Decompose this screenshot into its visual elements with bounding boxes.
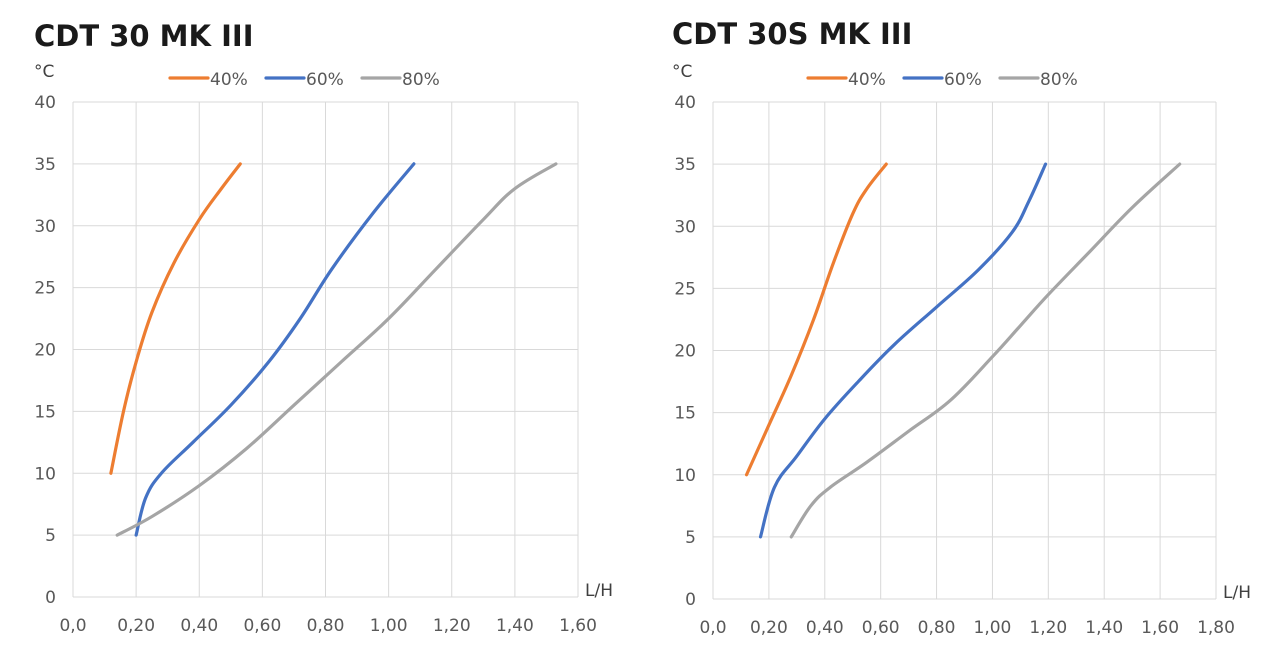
x-tick-label: 0,80 [307, 616, 345, 636]
chart-title: CDT 30 MK III [34, 19, 253, 53]
x-tick-label: 0,80 [918, 618, 956, 638]
x-tick-label: 1,40 [496, 616, 534, 636]
legend-label: 60% [944, 70, 982, 90]
x-tick-label: 1,00 [974, 618, 1012, 638]
y-tick-label: 0 [45, 588, 56, 608]
x-tick-label: 1,00 [370, 616, 408, 636]
x-tick-label: 0,0 [699, 618, 726, 638]
x-tick-label: 1,20 [1029, 618, 1067, 638]
y-axis-unit: °C [672, 62, 692, 82]
y-tick-label: 20 [674, 342, 696, 362]
series-line-60pct [758, 162, 1048, 539]
y-tick-label: 10 [674, 466, 696, 486]
series-line-60pct [134, 162, 416, 537]
legend-label: 40% [848, 70, 886, 90]
x-tick-label: 0,40 [180, 616, 218, 636]
x-tick-label: 0,60 [862, 618, 900, 638]
y-tick-label: 30 [674, 217, 696, 237]
y-tick-label: 20 [34, 341, 56, 361]
x-tick-label: 1,60 [1141, 618, 1179, 638]
x-tick-label: 0,0 [59, 616, 86, 636]
y-tick-label: 25 [34, 279, 56, 299]
y-tick-label: 15 [34, 402, 56, 422]
chart-2: CDT 30S MK III °C 0,0 0,20 0,40 0,60 0,80 1,00 1… [672, 17, 1251, 638]
series-line-40pct [744, 162, 888, 477]
x-axis-label: L/H [585, 581, 613, 601]
legend-label: 40% [210, 70, 248, 90]
y-tick-label: 0 [685, 590, 696, 610]
series-line-80pct [789, 162, 1182, 539]
x-tick-label: 1,40 [1085, 618, 1123, 638]
y-tick-label: 5 [685, 528, 696, 548]
legend-label: 80% [1040, 70, 1078, 90]
y-tick-label: 35 [34, 155, 56, 175]
y-tick-label: 5 [45, 526, 56, 546]
x-tick-label: 0,20 [750, 618, 788, 638]
x-tick-label: 1,20 [433, 616, 471, 636]
y-tick-label: 15 [674, 404, 696, 424]
x-axis-label: L/H [1223, 583, 1251, 603]
legend-label: 60% [306, 70, 344, 90]
y-axis-unit: °C [34, 62, 54, 82]
y-tick-label: 40 [34, 93, 56, 113]
x-tick-label: 1,80 [1197, 618, 1235, 638]
y-tick-label: 40 [674, 93, 696, 113]
x-tick-label: 0,40 [806, 618, 844, 638]
y-tick-label: 35 [674, 155, 696, 175]
x-tick-label: 0,20 [117, 616, 155, 636]
chart-1: CDT 30 MK III °C 0,0 0,20 0,40 0,60 0,80 1,00 1,… [34, 19, 613, 636]
x-tick-label: 0,60 [243, 616, 281, 636]
chart-title: CDT 30S MK III [672, 17, 912, 51]
series-line-40pct [109, 162, 242, 475]
y-tick-label: 25 [674, 279, 696, 299]
y-tick-label: 10 [34, 464, 56, 484]
legend-label: 80% [402, 70, 440, 90]
x-tick-label: 1,60 [559, 616, 597, 636]
y-tick-label: 30 [34, 217, 56, 237]
series-line-80pct [115, 162, 558, 537]
